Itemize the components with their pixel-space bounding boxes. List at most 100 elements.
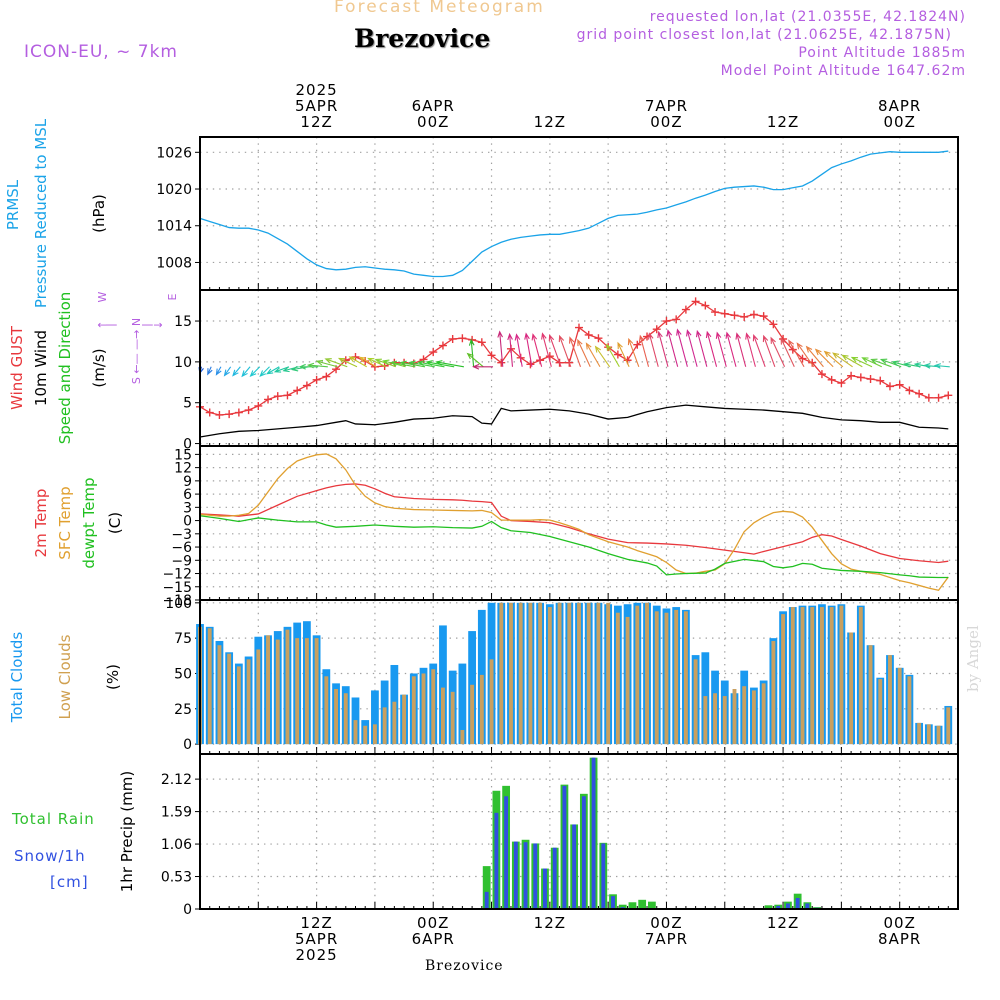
wind-arrow [324, 358, 348, 368]
temperature-frame [199, 445, 959, 601]
y-tick-label: 100 [165, 596, 192, 612]
bottom-time-label: 2025 [296, 946, 338, 964]
y-tick-label: 0 [183, 437, 192, 453]
wind-arrow [497, 330, 504, 367]
top-time-label: 6APR [412, 97, 455, 115]
top-time-label: 5APR [295, 97, 338, 115]
wind-arrow [558, 334, 572, 367]
clouds-bar-low [615, 612, 620, 745]
wind-arrow [259, 366, 270, 378]
gust-marker [526, 360, 535, 369]
clouds-bar-low [441, 687, 445, 745]
clouds-bar-low [577, 602, 581, 745]
product-title: Forecast Meteogram [334, 0, 545, 17]
y-tick-label: 12 [174, 461, 192, 477]
wind-arrow [666, 329, 679, 367]
wind-arrow [686, 329, 698, 367]
y-tick-label: 15 [174, 447, 192, 463]
clouds-bar-low [227, 653, 232, 745]
compass-label: W [96, 291, 109, 302]
precip-bar-snow [543, 868, 547, 909]
wind-arrow [585, 342, 601, 368]
y-tick-label: 9 [183, 474, 192, 490]
wind-arrow [577, 338, 591, 368]
wind-arrow [832, 352, 853, 368]
point-altitude: Point Altitude 1885m [798, 45, 966, 61]
precip-frame [199, 753, 959, 910]
precip-bar-rain [628, 902, 637, 909]
gust-marker [497, 358, 506, 367]
y-tick-label: −3 [171, 527, 192, 543]
y-tick-label: −18 [162, 593, 192, 609]
clouds-bar-low [450, 691, 455, 745]
wind-side-label: Speed and Direction [56, 292, 74, 445]
wind-arrow [232, 366, 241, 377]
gust-marker [215, 410, 224, 419]
precip-bar-snow [504, 796, 509, 909]
pressure-side-label: (hPa) [90, 194, 108, 233]
gust-marker [633, 340, 642, 349]
wind-arrow [358, 356, 377, 368]
compass-label: ↑ [96, 320, 109, 329]
clouds-bar-low [849, 632, 854, 745]
precip-legend-snow: Snow/1h [14, 847, 86, 865]
clouds-bar-low [858, 607, 863, 745]
clouds-bar-low [295, 638, 300, 745]
gust-marker [885, 382, 894, 391]
y-tick-label: 25 [174, 702, 192, 718]
clouds-bar-low [421, 673, 426, 745]
precip-axis-label: 1hr Precip (mm) [118, 771, 136, 892]
y-tick-label: 1008 [156, 255, 192, 271]
precip-bar-rain [764, 905, 773, 909]
clouds-bar-low [878, 679, 883, 745]
bottom-time-label: 8APR [878, 930, 921, 948]
clouds-bar-low [839, 605, 844, 745]
gust-marker [895, 380, 904, 389]
y-tick-label: 1.59 [161, 805, 192, 821]
clouds-bar-low [761, 683, 766, 745]
clouds-bar-low [888, 655, 892, 745]
requested-coords: requested lon,lat (21.0355E, 42.1824N) [649, 9, 966, 25]
clouds-bar-low [236, 666, 241, 745]
wind-arrow [466, 352, 484, 368]
gust-marker [740, 312, 749, 321]
wind-arrow [913, 362, 931, 368]
clouds-bar-low [353, 720, 358, 745]
clouds-bar-low [674, 609, 679, 745]
precip-bar-snow [552, 847, 557, 909]
precip-bar-snow [776, 905, 781, 909]
pressure-side-label: Pressure Reduced to MSL [32, 118, 50, 308]
y-tick-label: −15 [162, 580, 192, 596]
wind-arrow [514, 333, 523, 367]
top-time-label: 00Z [417, 113, 449, 131]
wind-arrow [841, 354, 863, 368]
gust-marker [438, 341, 447, 350]
wind-arrow [638, 334, 650, 367]
precip-bar-snow [611, 896, 615, 909]
precip-panel: 0 0.53 1.06 1.59 2.12 Total Rain Snow/1h [cm] 1h… [11, 753, 959, 918]
gust-marker [487, 351, 496, 360]
y-tick-label: 15 [174, 314, 192, 330]
clouds-side-label: Low Clouds [56, 634, 74, 719]
top-time-label: 12Z [300, 113, 332, 131]
bottom-time-label: 00Z [417, 914, 449, 932]
gust-marker [322, 372, 331, 381]
wind-arrow [265, 366, 280, 375]
clouds-bar-low [868, 645, 873, 745]
clouds-bar-total [371, 690, 379, 745]
wind-arrow [249, 366, 261, 378]
gust-marker [866, 375, 875, 384]
precip-bar-snow [581, 796, 586, 909]
y-tick-label: 1.06 [161, 837, 192, 853]
bottom-time-label: 6APR [412, 930, 455, 948]
temperature-side-label: dewpt Temp [80, 477, 98, 568]
bottom-time-label: 12Z [767, 914, 799, 932]
closest-grid-coords: grid point closest lon,lat (21.0625E, 42… [576, 27, 952, 43]
gust-marker [769, 320, 778, 329]
clouds-bar-low [635, 605, 640, 745]
wind-arrow [850, 356, 873, 368]
gust-marker [720, 309, 729, 318]
clouds-bar-low [314, 638, 319, 745]
gust-marker [730, 311, 739, 320]
